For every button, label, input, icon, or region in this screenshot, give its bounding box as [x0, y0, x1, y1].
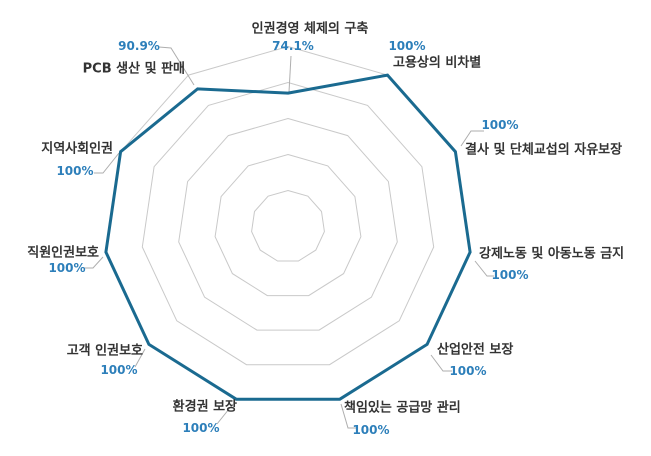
value-leader-lines: [84, 46, 494, 429]
axis-label-freedom-of-association: 결사 및 단체교섭의 자유보장: [465, 142, 623, 158]
axis-label-forced-child-labor-ban: 강제노동 및 아동노동 금지: [479, 246, 625, 262]
value-label-environmental-rights: 100%: [182, 421, 220, 436]
value-label-customer-rights: 100%: [100, 363, 138, 378]
value-label-responsible-supply-chain: 100%: [352, 423, 390, 438]
value-label-forced-child-labor-ban: 100%: [491, 268, 529, 283]
axis-label-environmental-rights: 환경권 보장: [172, 399, 237, 415]
axis-label-customer-rights: 고객 인권보호: [66, 343, 143, 359]
value-label-community-rights: 100%: [56, 164, 94, 179]
axis-label-pcb-production-sales: PCB 생산 및 판매: [82, 61, 185, 77]
axis-label-human-rights-management-system: 인권경영 체제의 구축: [251, 21, 369, 37]
value-label-freedom-of-association: 100%: [481, 118, 519, 133]
value-label-human-rights-management-system: 74.1%: [272, 39, 314, 54]
axis-label-employment-nondiscrimination: 고용상의 비차별: [393, 55, 482, 71]
radar-grid-rings: [105, 45, 471, 400]
axis-label-responsible-supply-chain: 책임있는 공급망 관리: [344, 400, 461, 416]
radar-series-human-rights: [104, 73, 472, 401]
axis-label-community-rights: 지역사회인권: [41, 141, 113, 157]
value-label-employee-rights: 100%: [48, 261, 86, 276]
value-label-employment-nondiscrimination: 100%: [388, 39, 426, 54]
axis-label-industrial-safety: 산업안전 보장: [437, 342, 514, 358]
value-label-pcb-production-sales: 90.9%: [118, 39, 160, 54]
axis-label-employee-rights: 직원인권보호: [27, 245, 99, 261]
value-label-industrial-safety: 100%: [449, 364, 487, 379]
